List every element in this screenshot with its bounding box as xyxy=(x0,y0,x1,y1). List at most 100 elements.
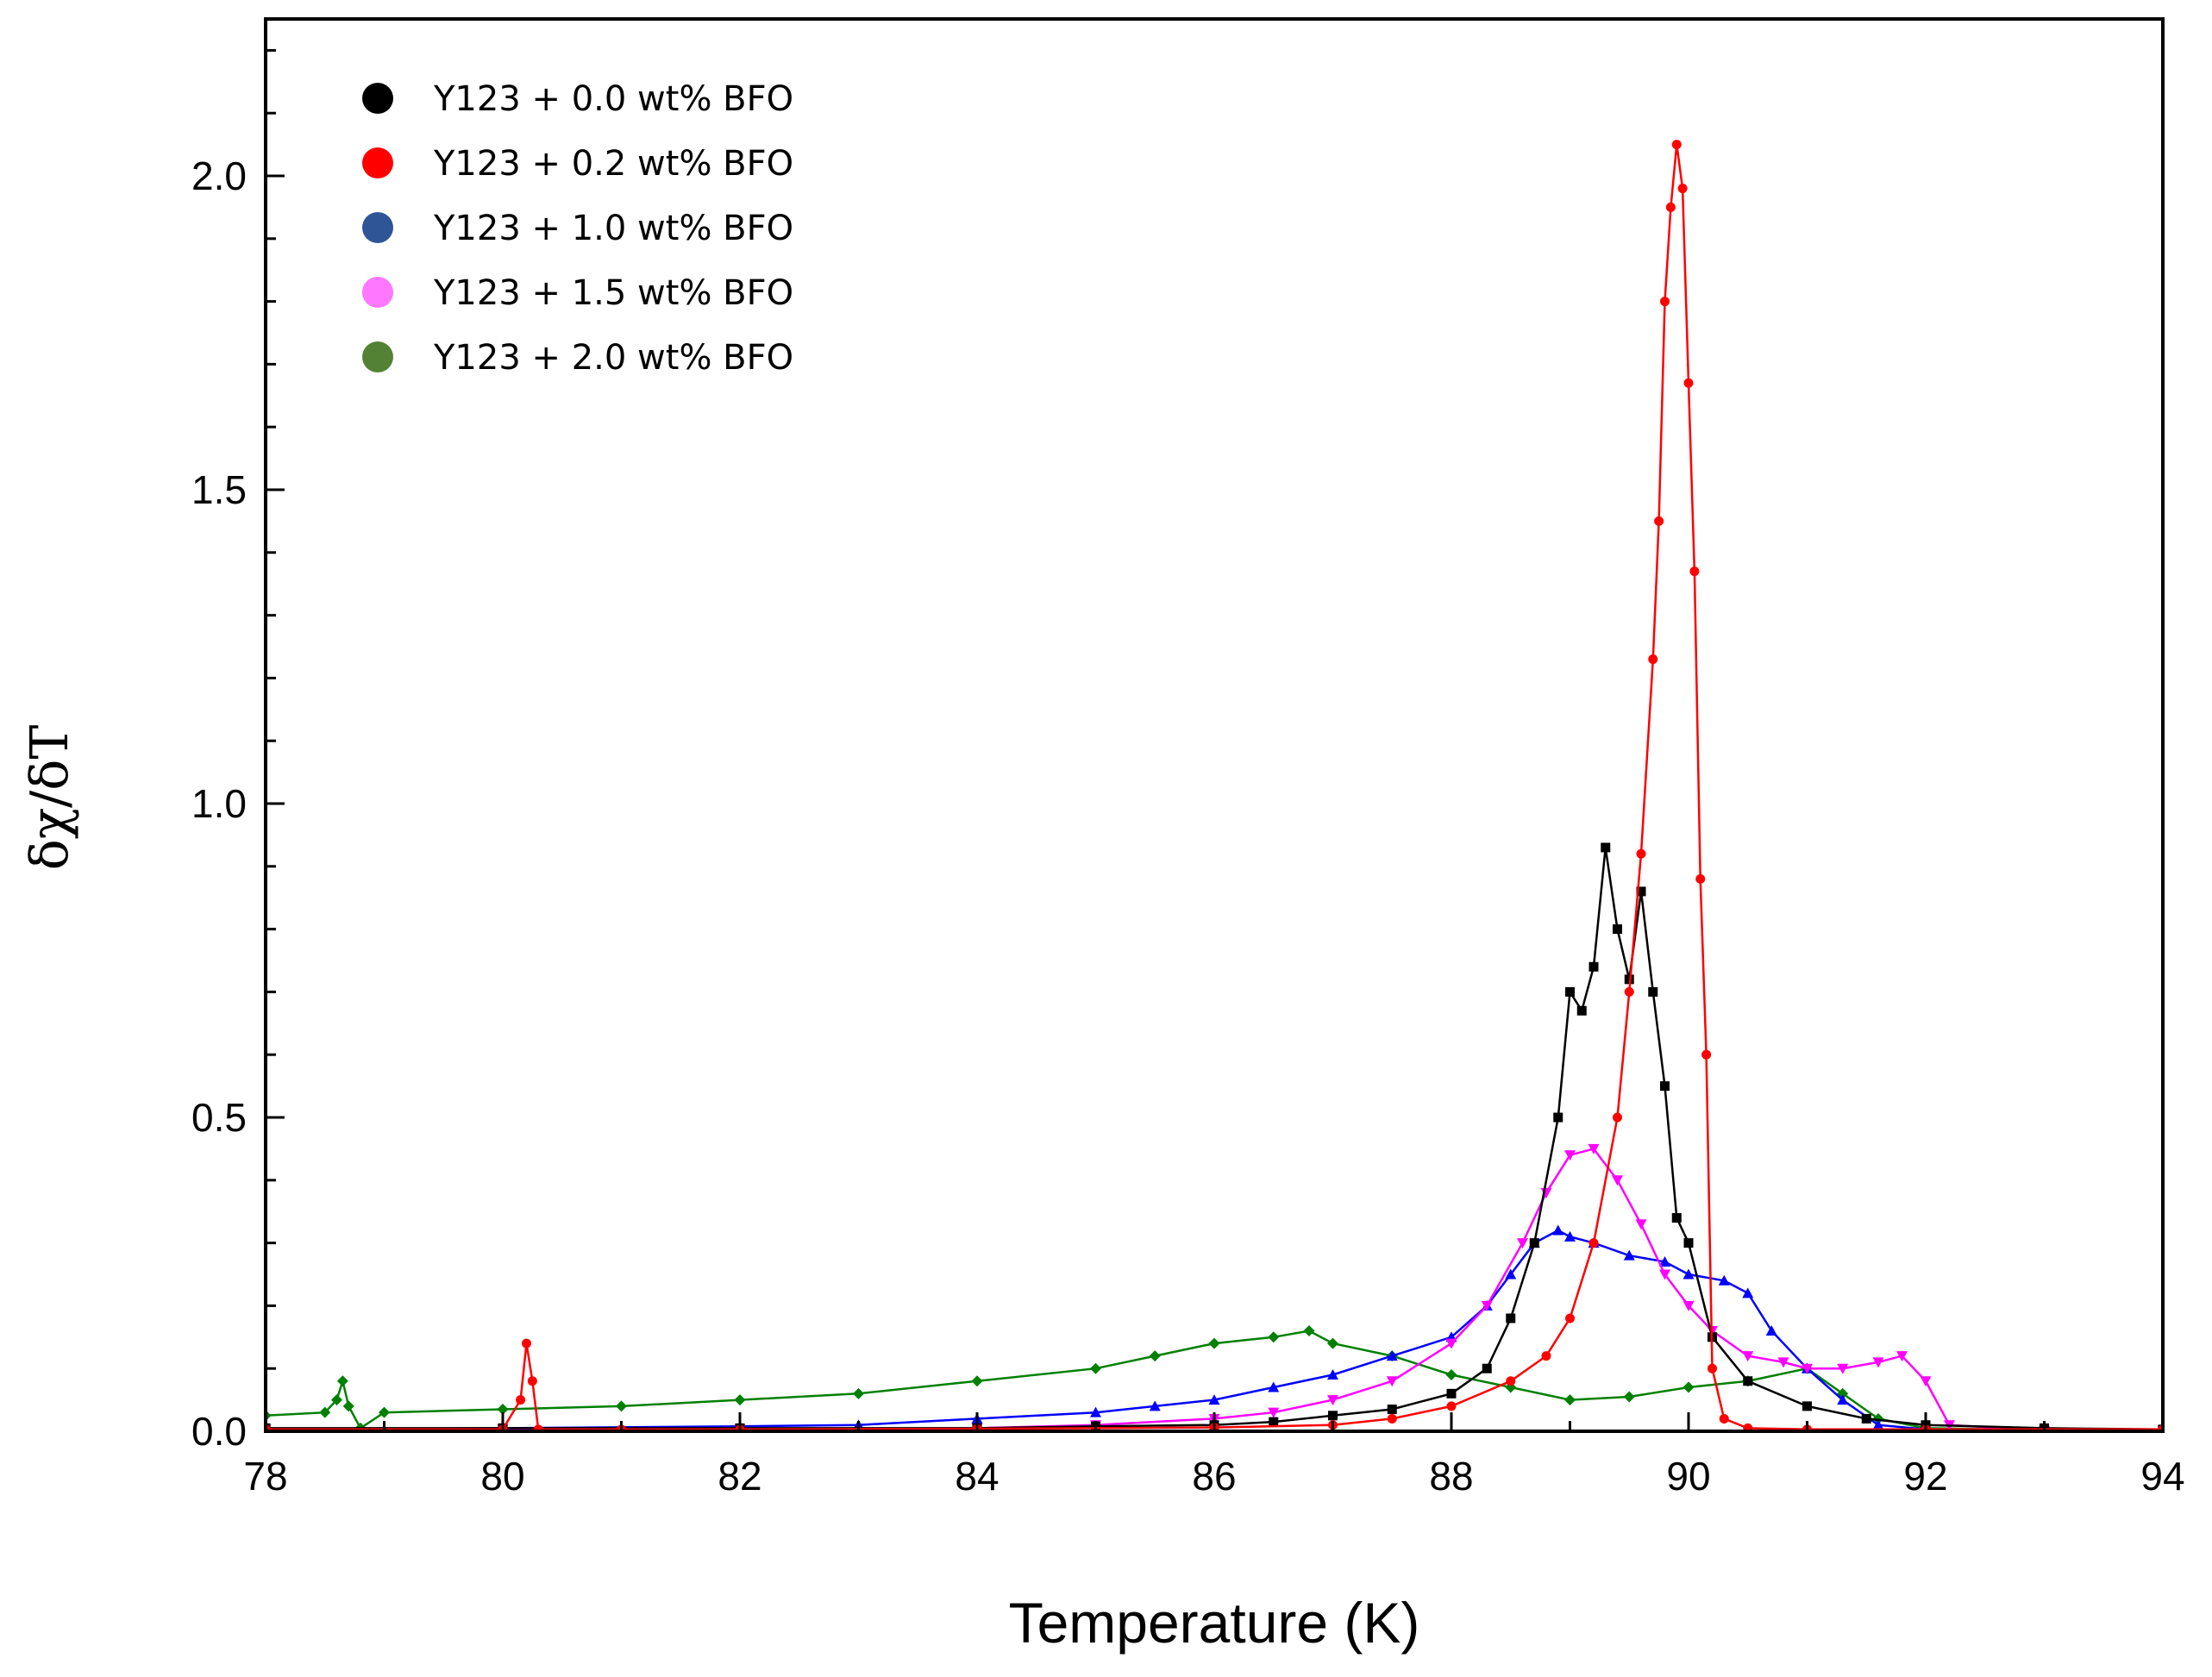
data-point xyxy=(1564,1230,1576,1242)
data-point xyxy=(1677,184,1688,194)
data-point xyxy=(1683,378,1694,388)
data-point xyxy=(1682,1381,1695,1393)
data-point xyxy=(1517,1238,1528,1249)
data-point xyxy=(1268,1331,1280,1343)
data-point xyxy=(1601,842,1611,853)
data-point xyxy=(1635,1219,1647,1230)
data-point xyxy=(1149,1350,1161,1362)
data-point xyxy=(1701,1049,1712,1060)
data-point xyxy=(616,1400,627,1412)
data-point xyxy=(1303,1325,1315,1337)
data-point xyxy=(1623,1249,1635,1261)
data-point xyxy=(516,1395,526,1405)
data-point xyxy=(1648,654,1658,665)
x-axis-ticks: 78 80 82 84 86 88 90 92 94 xyxy=(243,1412,2185,1499)
data-point xyxy=(1387,1405,1397,1415)
legend-label: Y123 + 2.0 wt% BFO xyxy=(433,338,793,378)
x-tick-label: 94 xyxy=(2140,1454,2184,1499)
x-tick-label: 80 xyxy=(480,1454,524,1499)
data-point xyxy=(1682,1300,1695,1311)
x-tick-label: 86 xyxy=(1192,1454,1236,1499)
data-point xyxy=(1268,1381,1280,1392)
data-point xyxy=(1481,1300,1493,1311)
data-point xyxy=(734,1394,746,1406)
data-point xyxy=(336,1375,348,1387)
x-tick-label: 82 xyxy=(717,1454,761,1499)
y-tick-label: 1.0 xyxy=(191,781,247,826)
y-tick-label: 0.5 xyxy=(191,1095,247,1140)
data-point xyxy=(1623,1391,1635,1403)
data-point xyxy=(1589,1238,1599,1248)
data-point xyxy=(1446,1401,1457,1411)
data-point xyxy=(1659,1269,1670,1280)
data-point xyxy=(1802,1363,1813,1374)
data-point xyxy=(1387,1413,1397,1424)
legend-marker xyxy=(362,212,393,243)
data-point xyxy=(331,1394,342,1406)
data-point xyxy=(1588,1143,1600,1155)
series-3 xyxy=(266,1143,2163,1431)
data-point xyxy=(1636,886,1646,897)
data-point xyxy=(1861,1413,1871,1424)
data-point xyxy=(1090,1406,1101,1417)
data-point xyxy=(527,1376,537,1386)
data-point xyxy=(1777,1357,1789,1368)
legend-marker xyxy=(362,341,393,372)
data-point xyxy=(1506,1313,1516,1323)
data-point xyxy=(1743,1423,1753,1431)
data-point xyxy=(1552,1224,1564,1236)
legend: Y123 + 0.0 wt% BFO Y123 + 0.2 wt% BFO Y123… xyxy=(362,79,793,378)
data-point xyxy=(1386,1376,1398,1387)
data-point xyxy=(1529,1238,1539,1248)
legend-marker xyxy=(362,277,393,308)
series-line xyxy=(266,847,2163,1431)
data-point xyxy=(1564,1394,1576,1406)
data-point xyxy=(1920,1376,1932,1387)
data-point xyxy=(1565,986,1575,997)
data-point xyxy=(1659,1255,1670,1267)
data-point xyxy=(497,1404,509,1416)
y-axis-ticks: 0.0 0.5 1.0 1.5 2.0 xyxy=(191,48,285,1454)
data-point xyxy=(1765,1325,1777,1336)
legend-label: Y123 + 0.0 wt% BFO xyxy=(433,79,793,119)
data-point xyxy=(342,1400,354,1412)
data-point xyxy=(1872,1412,1884,1424)
data-point xyxy=(379,1406,390,1418)
legend-label: Y123 + 1.0 wt% BFO xyxy=(433,209,793,248)
y-tick-label: 1.5 xyxy=(191,467,247,512)
data-point xyxy=(1743,1376,1753,1386)
series-line xyxy=(266,144,2163,1431)
series-1 xyxy=(266,140,2163,1431)
series-layer xyxy=(266,140,2163,1431)
data-point xyxy=(1208,1394,1220,1405)
data-point xyxy=(971,1375,983,1387)
data-point xyxy=(1872,1419,1884,1430)
legend-marker xyxy=(362,83,393,114)
data-point xyxy=(1445,1338,1457,1349)
data-point xyxy=(1612,1175,1623,1186)
data-point xyxy=(1660,1081,1670,1092)
data-point xyxy=(1683,1238,1694,1248)
data-point xyxy=(1327,1395,1338,1406)
data-point xyxy=(1660,297,1670,307)
data-point xyxy=(1328,1411,1338,1421)
data-point xyxy=(1386,1350,1398,1361)
x-tick-label: 78 xyxy=(243,1454,287,1499)
y-axis-title: δχ/δT xyxy=(20,725,80,871)
data-point xyxy=(1708,1363,1717,1374)
series-2 xyxy=(266,1224,2163,1431)
legend-label: Y123 + 0.2 wt% BFO xyxy=(433,144,793,184)
data-point xyxy=(1837,1363,1849,1374)
data-point xyxy=(1742,1351,1754,1362)
data-point xyxy=(1327,1368,1338,1380)
data-point xyxy=(1327,1337,1338,1349)
data-point xyxy=(1553,1112,1563,1123)
data-point xyxy=(1149,1400,1161,1411)
data-point xyxy=(1613,1112,1622,1123)
x-tick-label: 84 xyxy=(955,1454,999,1499)
legend-marker xyxy=(362,147,393,178)
x-tick-label: 88 xyxy=(1429,1454,1473,1499)
x-tick-label: 92 xyxy=(1903,1454,1947,1499)
data-point xyxy=(522,1338,531,1348)
data-point xyxy=(1090,1362,1101,1374)
